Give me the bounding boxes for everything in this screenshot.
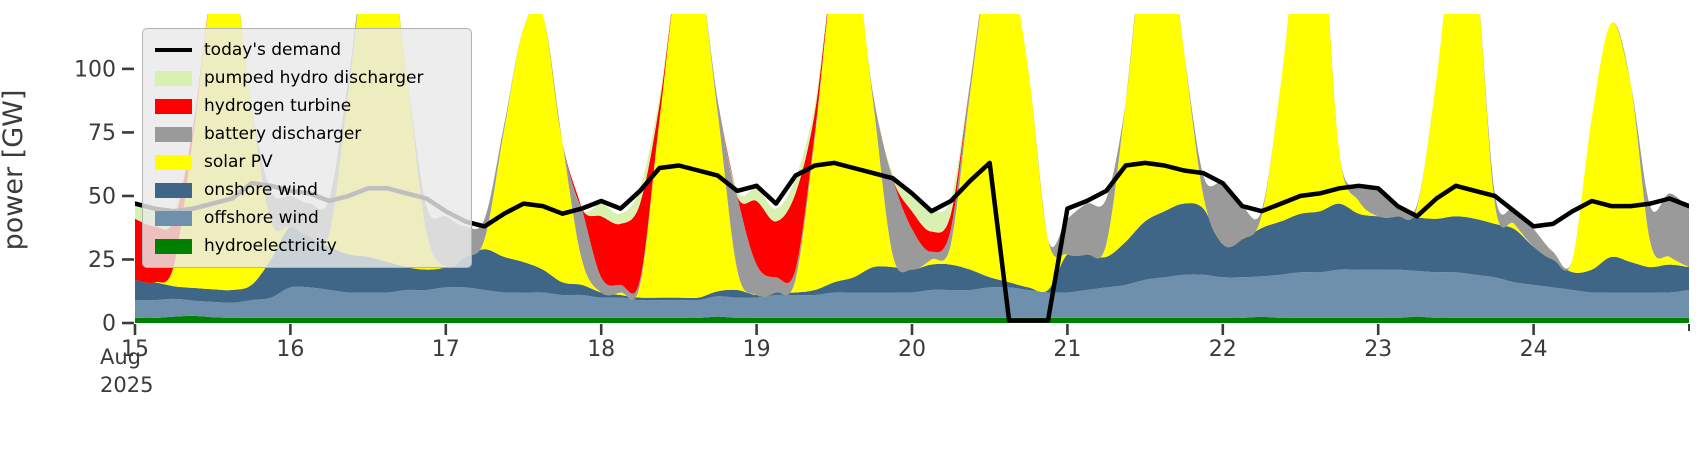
x-tick-label: 18 xyxy=(587,337,615,362)
legend-label: solar PV xyxy=(204,152,273,172)
area-solar-PV xyxy=(135,14,1689,300)
legend-swatch xyxy=(155,126,192,142)
x-tick-label: 20 xyxy=(898,337,926,362)
legend-swatch xyxy=(155,48,192,52)
legend-label: battery discharger xyxy=(204,124,362,144)
legend: today's demand pumped hydro discharger hyd… xyxy=(142,28,472,268)
x-tick-label: 16 xyxy=(276,337,304,362)
legend-label: today's demand xyxy=(204,40,342,60)
y-tick-label: 75 xyxy=(88,121,116,146)
legend-label: pumped hydro discharger xyxy=(204,68,424,88)
legend-item: onshore wind xyxy=(155,178,459,202)
y-axis-label: power [GW] xyxy=(0,89,29,251)
legend-label: hydrogen turbine xyxy=(204,96,352,116)
legend-swatch xyxy=(155,210,192,226)
y-tick-label: 100 xyxy=(74,57,116,82)
x-tick-label: 21 xyxy=(1053,337,1081,362)
x-tick-label: 23 xyxy=(1364,337,1392,362)
legend-swatch xyxy=(155,154,192,170)
legend-item: hydrogen turbine xyxy=(155,94,459,118)
x-tick-label: 22 xyxy=(1209,337,1237,362)
legend-swatch xyxy=(155,70,192,86)
legend-item: offshore wind xyxy=(155,206,459,230)
x-offset-label-year: 2025 xyxy=(100,373,153,397)
x-tick-label: 19 xyxy=(743,337,771,362)
area-offshore-wind xyxy=(135,269,1689,318)
axes-ticks: 0 25 50 75 100 15 16 17 18 19 20 21 22 23 24 xyxy=(74,57,1690,362)
x-tick-label: 17 xyxy=(432,337,460,362)
y-tick-label: 0 xyxy=(102,312,116,337)
legend-label: hydroelectricity xyxy=(204,236,337,256)
area-hydroelectricity xyxy=(135,315,1689,323)
x-tick-label: 24 xyxy=(1520,337,1548,362)
legend-item: today's demand xyxy=(155,38,459,62)
area-battery-discharger xyxy=(135,14,1689,300)
legend-item: hydroelectricity xyxy=(155,234,459,258)
y-tick-label: 50 xyxy=(88,184,116,209)
x-offset-label-month: Aug xyxy=(100,345,141,369)
legend-label: onshore wind xyxy=(204,180,318,200)
legend-item: battery discharger xyxy=(155,122,459,146)
y-tick-label: 25 xyxy=(88,248,116,273)
plot-area xyxy=(135,14,1689,323)
area-onshore-wind xyxy=(135,203,1689,303)
legend-swatch xyxy=(155,182,192,198)
legend-swatch xyxy=(155,238,192,254)
x-tick-label: 15 xyxy=(121,337,149,362)
legend-label: offshore wind xyxy=(204,208,319,228)
legend-item: solar PV xyxy=(155,150,459,174)
legend-item: pumped hydro discharger xyxy=(155,66,459,90)
legend-swatch xyxy=(155,98,192,114)
